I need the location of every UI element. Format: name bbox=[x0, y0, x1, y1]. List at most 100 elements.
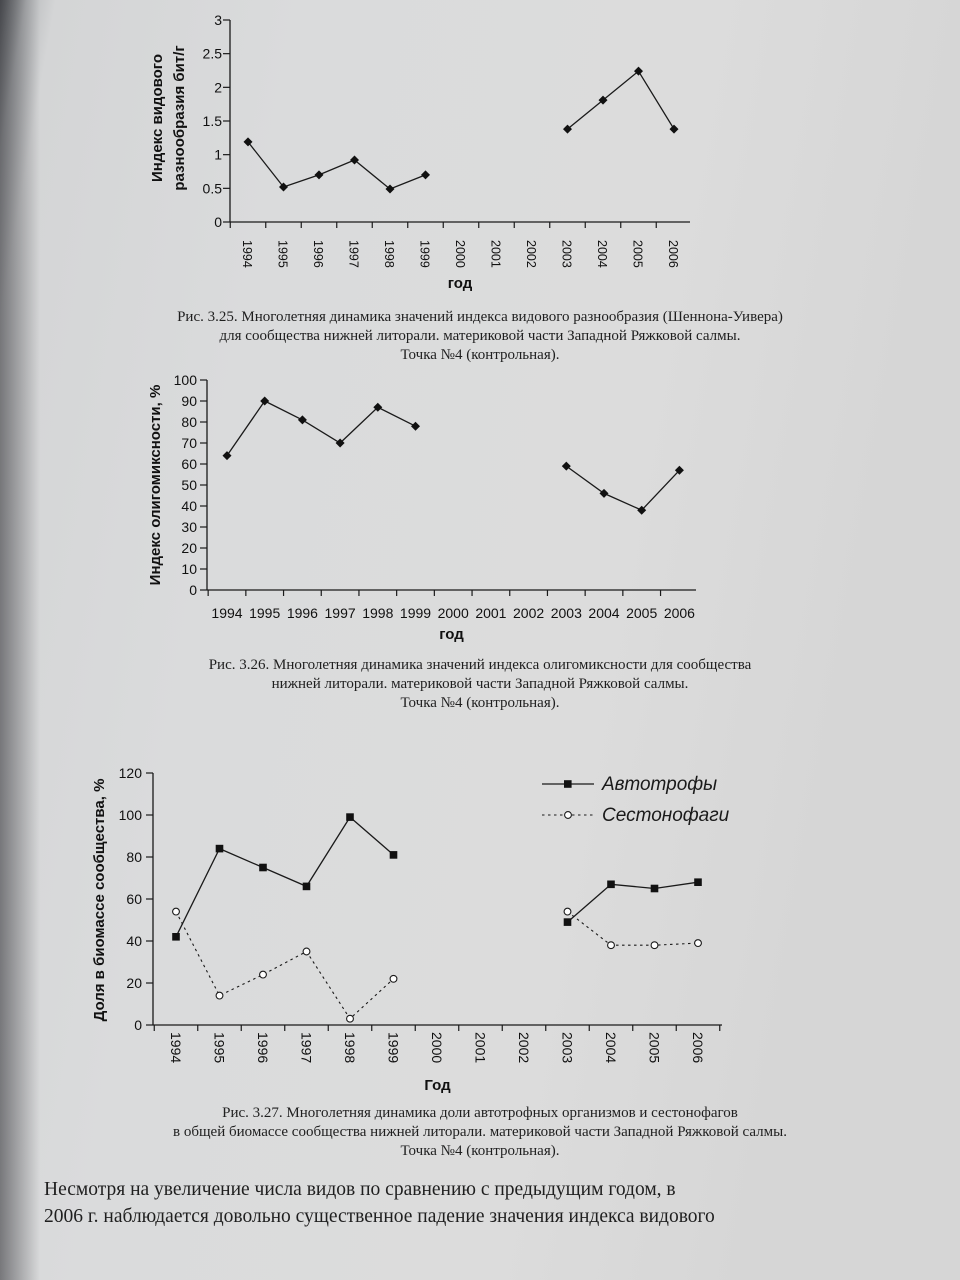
legend-marker bbox=[564, 811, 572, 819]
y-tick-label: 100 bbox=[119, 807, 143, 823]
x-tick-label: 1998 bbox=[342, 1032, 358, 1063]
y-tick-label: 100 bbox=[174, 372, 198, 388]
x-tick-label: 1996 bbox=[255, 1032, 271, 1063]
y-tick-label: 40 bbox=[126, 933, 142, 949]
x-tick-label: 2006 bbox=[666, 240, 680, 268]
series-line bbox=[247, 141, 426, 190]
data-point-marker bbox=[259, 970, 267, 979]
caption-line: Точка №4 (контрольная). bbox=[400, 347, 560, 363]
data-point-marker bbox=[561, 461, 571, 471]
x-tick-label: 2006 bbox=[690, 1032, 706, 1063]
body-line: Несмотря на увеличение числа видов по ср… bbox=[44, 1179, 676, 1200]
y-tick-label: 70 bbox=[181, 435, 197, 451]
data-point-marker bbox=[650, 941, 659, 950]
data-point-marker bbox=[650, 884, 659, 893]
data-point-marker bbox=[421, 170, 430, 180]
legend-label: Сестонофаги bbox=[602, 805, 730, 826]
x-tick-label: 1994 bbox=[168, 1032, 184, 1063]
data-point-marker bbox=[599, 488, 609, 498]
body-line: 2006 г. наблюдается довольно существенно… bbox=[44, 1206, 715, 1227]
data-point-marker bbox=[335, 438, 345, 448]
caption-fig-3-27: Рис. 3.27. Многолетняя динамика доли авт… bbox=[0, 1104, 960, 1161]
legend-label: Автотрофы bbox=[601, 774, 717, 795]
x-tick-label: 1998 bbox=[382, 240, 396, 268]
data-point-marker bbox=[563, 124, 572, 134]
x-tick-label: 2001 bbox=[489, 240, 503, 268]
caption-fig-3-26: Рис. 3.26. Многолетняя динамика значений… bbox=[0, 656, 960, 713]
data-point-marker bbox=[411, 421, 420, 431]
y-tick-label: 20 bbox=[126, 975, 142, 991]
caption-line: Точка №4 (контрольная). bbox=[400, 1143, 560, 1159]
data-point-marker bbox=[674, 465, 684, 475]
x-tick-label: 2003 bbox=[560, 1032, 576, 1063]
series-line bbox=[567, 911, 699, 946]
body-paragraph: Несмотря на увеличение числа видов по ср… bbox=[44, 1176, 834, 1230]
y-tick-label: 1.5 bbox=[203, 113, 223, 129]
caption-line: в общей биомассе сообщества нижней литор… bbox=[173, 1124, 787, 1140]
y-tick-label: 10 bbox=[181, 561, 197, 577]
data-point-marker bbox=[222, 451, 232, 461]
y-tick-label: 50 bbox=[181, 477, 197, 493]
data-point-marker bbox=[346, 1014, 354, 1023]
y-tick-label: 0 bbox=[189, 582, 197, 598]
x-tick-label: 1997 bbox=[299, 1032, 315, 1063]
series-line bbox=[175, 911, 394, 1020]
y-tick-label: 20 bbox=[181, 540, 197, 556]
series-line bbox=[565, 465, 680, 511]
y-tick-label: 0.5 bbox=[203, 180, 223, 196]
x-tick-label: 2002 bbox=[516, 1032, 532, 1063]
x-tick-label: 1999 bbox=[400, 605, 431, 621]
legend-marker bbox=[564, 780, 572, 788]
y-tick-label: 90 bbox=[181, 393, 197, 409]
series-line bbox=[567, 881, 699, 923]
y-tick-label: 2.5 bbox=[203, 46, 223, 62]
data-point-marker bbox=[563, 907, 572, 916]
y-tick-label: 0 bbox=[214, 214, 222, 230]
y-tick-label: 60 bbox=[181, 456, 197, 472]
page-edge-shadow bbox=[0, 0, 40, 1280]
x-tick-label: 2005 bbox=[626, 605, 657, 621]
x-tick-label: 2004 bbox=[588, 605, 619, 621]
y-axis-title: Индекс олигомиксности, % bbox=[147, 385, 164, 586]
caption-line: Точка №4 (контрольная). bbox=[400, 695, 560, 711]
y-tick-label: 80 bbox=[126, 849, 142, 865]
data-point-marker bbox=[607, 880, 615, 889]
x-axis-title: год bbox=[439, 626, 464, 643]
y-tick-label: 0 bbox=[134, 1017, 142, 1033]
caption-line: Рис. 3.27. Многолетняя динамика доли авт… bbox=[222, 1105, 738, 1121]
x-tick-label: 1994 bbox=[240, 240, 254, 268]
data-point-marker bbox=[694, 878, 702, 886]
x-tick-label: 2006 bbox=[664, 605, 695, 621]
y-axis-title: разнообразия бит/г bbox=[171, 45, 188, 190]
data-point-marker bbox=[215, 991, 224, 1000]
x-tick-label: 1995 bbox=[212, 1032, 228, 1063]
x-tick-label: 1995 bbox=[249, 605, 280, 621]
chart-shannon-index: 0 0.5 1 1.5 2 2.5 3 1994 1995 1996 1997 1998 1999 200… bbox=[149, 12, 690, 292]
data-point-marker bbox=[314, 170, 324, 180]
data-point-marker bbox=[607, 941, 615, 950]
x-tick-label: 2003 bbox=[560, 240, 574, 268]
x-tick-label: 1999 bbox=[386, 1032, 402, 1063]
x-axis-title: год bbox=[448, 275, 473, 292]
data-point-marker bbox=[598, 95, 608, 105]
caption-line: для сообщества нижней литорали. материко… bbox=[219, 328, 741, 344]
x-tick-label: 2000 bbox=[438, 605, 469, 621]
x-tick-label: 2001 bbox=[475, 605, 506, 621]
x-axis-title: Год bbox=[424, 1077, 451, 1094]
series-line bbox=[226, 400, 416, 456]
caption-fig-3-25: Рис. 3.25. Многолетняя динамика значений… bbox=[0, 308, 960, 365]
data-point-marker bbox=[385, 184, 395, 194]
data-point-marker bbox=[243, 137, 253, 147]
y-tick-label: 2 bbox=[214, 79, 222, 95]
y-tick-label: 40 bbox=[181, 498, 197, 514]
data-point-marker bbox=[637, 505, 647, 515]
data-point-marker bbox=[350, 155, 359, 165]
x-tick-label: 2001 bbox=[473, 1032, 489, 1063]
data-point-marker bbox=[373, 402, 383, 412]
y-axis-title: Доля в биомассе сообщества, % bbox=[91, 779, 108, 1022]
x-tick-label: 1997 bbox=[325, 605, 356, 621]
data-point-marker bbox=[346, 813, 354, 821]
data-point-marker bbox=[302, 882, 311, 891]
x-tick-label: 1995 bbox=[276, 240, 290, 268]
x-tick-label: 1997 bbox=[347, 240, 361, 268]
